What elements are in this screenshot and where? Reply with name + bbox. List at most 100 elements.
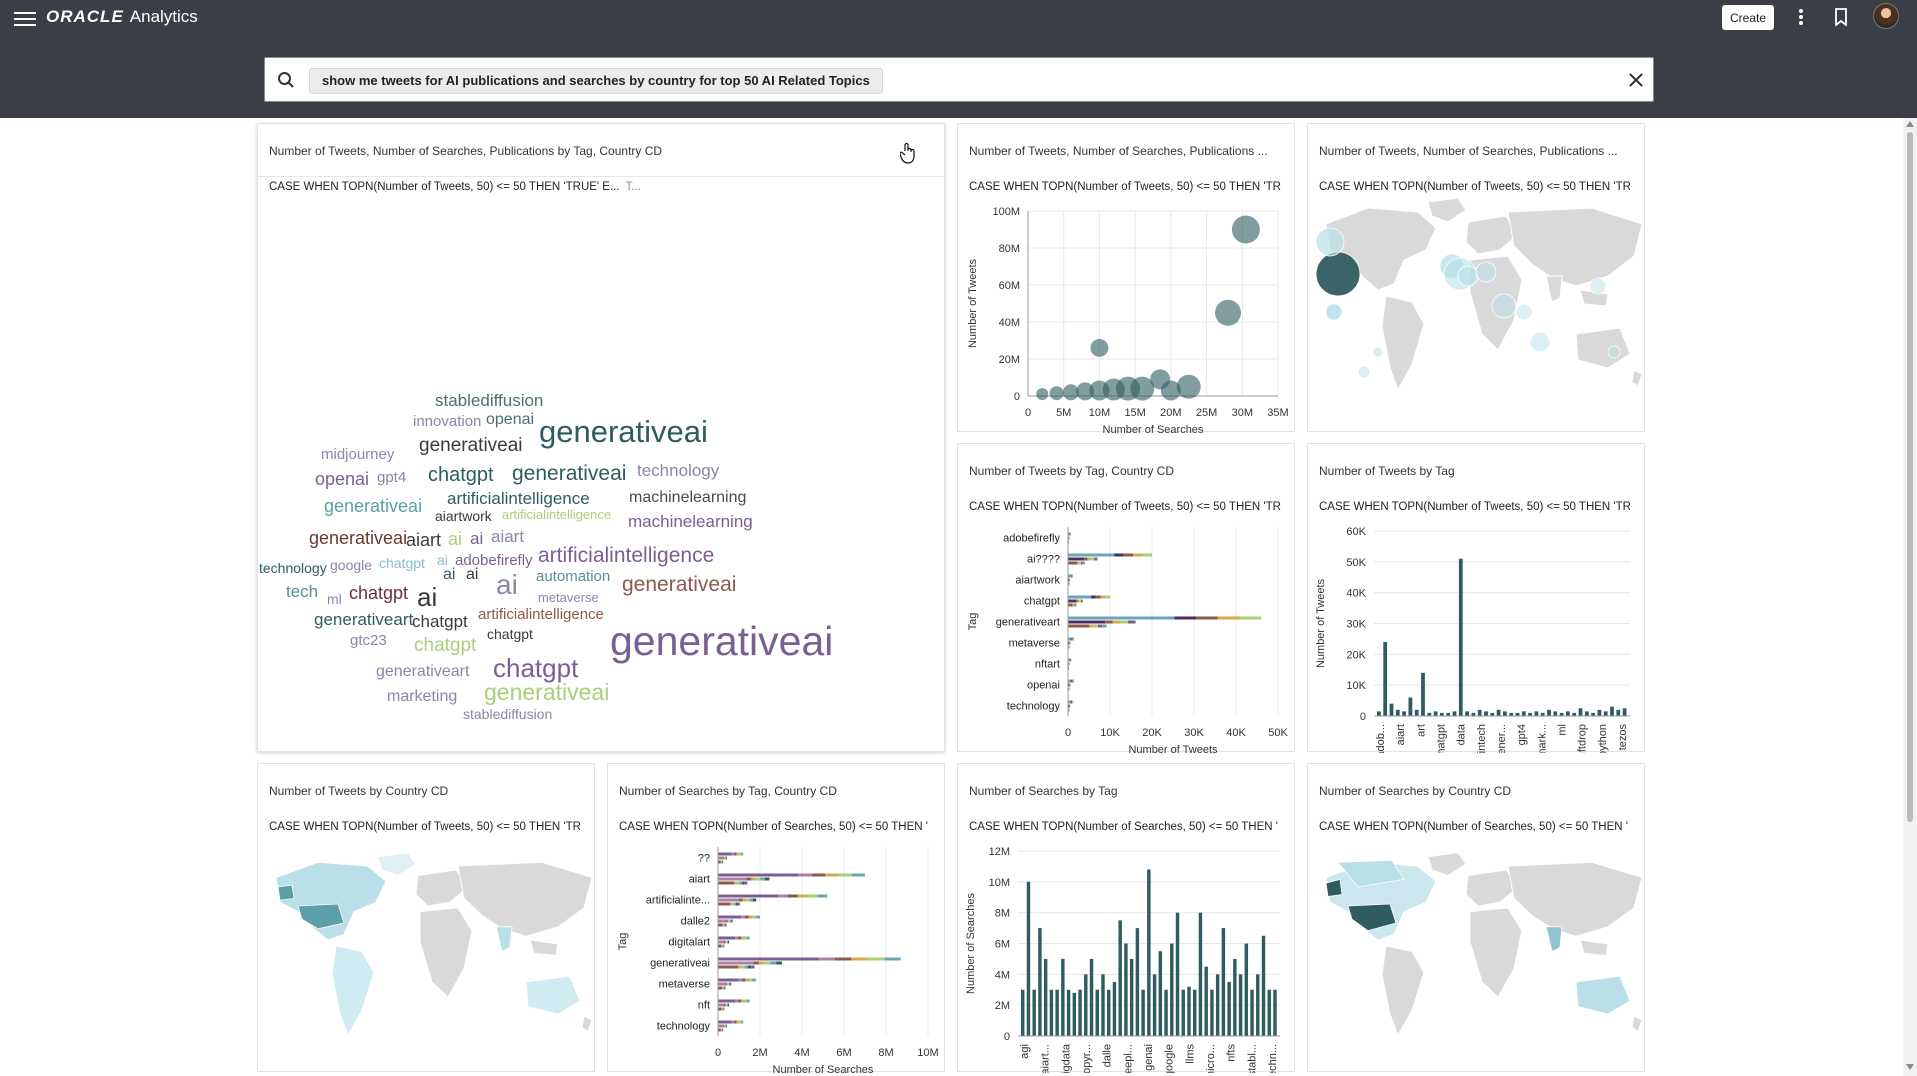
word-cloud-word[interactable]: ai (470, 529, 484, 548)
y-tick-label: 60K (1346, 526, 1366, 538)
word-cloud-word[interactable]: ai (443, 566, 456, 583)
create-button[interactable]: Create (1722, 5, 1774, 30)
word-cloud-word[interactable]: google (330, 557, 373, 573)
bar (1055, 989, 1059, 1036)
bar (1210, 989, 1214, 1036)
word-cloud-word[interactable]: innovation (413, 413, 482, 430)
word-cloud-word[interactable]: generativeai (484, 679, 610, 705)
search-query-chip[interactable]: show me tweets for AI publications and s… (309, 68, 883, 94)
scroll-up-arrow-icon[interactable] (1906, 121, 1914, 127)
word-cloud-word[interactable]: generativeai (309, 528, 408, 548)
word-cloud-word[interactable]: generativeai (539, 414, 708, 449)
bar-segment (727, 940, 729, 944)
search-bar[interactable]: show me tweets for AI publications and s… (264, 57, 1654, 102)
scrollbar-thumb[interactable] (1907, 132, 1913, 822)
word-cloud-word[interactable]: adobefirefly (455, 552, 533, 569)
bar-segment (722, 1007, 723, 1011)
word-cloud-word[interactable]: ai (466, 566, 479, 583)
x-tick-label: google (1164, 1044, 1176, 1073)
word-cloud-word[interactable]: chatgpt (379, 555, 425, 571)
tile-tweets-by-tag[interactable]: Number of Tweets by Tag CASE WHEN TOPN(N… (1307, 443, 1645, 753)
word-cloud-word[interactable]: marketing (387, 688, 458, 705)
tile-searches-by-country[interactable]: Number of Searches by Country CD CASE WH… (1307, 763, 1645, 1072)
world-map-bubbles[interactable] (1308, 194, 1646, 430)
y-tick-label: aiart (689, 874, 710, 886)
tile-map-top[interactable]: Number of Tweets, Number of Searches, Pu… (1307, 123, 1645, 432)
tile-tweets-by-country[interactable]: Number of Tweets by Country CD CASE WHEN… (257, 763, 595, 1072)
bar-segment (1071, 700, 1073, 704)
user-avatar[interactable] (1873, 3, 1899, 29)
word-cloud-word[interactable]: openai (315, 469, 370, 489)
word-cloud-word[interactable]: artificialintelligence (447, 489, 590, 508)
bar-segment (798, 873, 813, 877)
word-cloud-word[interactable]: chatgpt (487, 626, 533, 642)
word-cloud-word[interactable]: artificialintelligence (538, 544, 715, 567)
word-cloud-word[interactable]: ai (448, 529, 463, 549)
word-cloud-word[interactable]: chatgpt (493, 653, 579, 683)
scroll-down-arrow-icon[interactable] (1906, 1064, 1914, 1070)
bar-segment (1072, 700, 1073, 704)
tile-tweets-by-tag-country[interactable]: Number of Tweets by Tag, Country CD CASE… (957, 443, 1295, 753)
tile-scatter-plot[interactable]: Number of Tweets, Number of Searches, Pu… (957, 123, 1295, 433)
clear-search-icon[interactable] (1627, 71, 1645, 89)
word-cloud-word[interactable]: ai (496, 569, 518, 600)
word-cloud-word[interactable]: artificialintelligence (502, 507, 612, 522)
bar (1566, 711, 1570, 716)
tile-word-cloud[interactable]: Number of Tweets, Number of Searches, Pu… (257, 123, 946, 752)
word-cloud-word[interactable]: tech (286, 582, 319, 601)
word-cloud-word[interactable]: midjourney (321, 446, 395, 463)
word-cloud-word[interactable]: generativeai (512, 462, 627, 485)
hamburger-menu-icon[interactable] (14, 8, 36, 28)
word-cloud-word[interactable]: generativeart (314, 610, 414, 629)
word-cloud-word[interactable]: chatgpt (414, 635, 477, 656)
y-tick-label: nft (698, 1000, 710, 1012)
word-cloud-word[interactable]: chatgpt (349, 583, 409, 603)
bookmark-icon[interactable] (1834, 8, 1848, 26)
bar-segment (734, 852, 737, 856)
tile-searches-by-tag-country[interactable]: Number of Searches by Tag, Country CD CA… (607, 763, 945, 1073)
bar-segment (778, 894, 788, 898)
map-country-sa (1381, 945, 1425, 1037)
word-cloud-word[interactable]: generativeai (610, 618, 834, 664)
word-cloud-word[interactable]: generativeai (419, 435, 523, 456)
y-tick-label: 100M (992, 206, 1020, 218)
bar (1089, 958, 1094, 1036)
word-cloud-word[interactable]: generativeart (376, 663, 470, 680)
map-bubble (1315, 227, 1345, 257)
vertical-scrollbar[interactable] (1903, 118, 1917, 1076)
word-cloud-word[interactable]: chatgpt (428, 464, 494, 486)
word-cloud-word[interactable]: automation (536, 568, 611, 585)
word-cloud-word[interactable]: gpt4 (377, 469, 407, 486)
word-cloud-word[interactable]: gtc23 (350, 632, 387, 649)
filter-more[interactable]: T... (625, 181, 641, 193)
word-cloud-word[interactable]: stablediffusion (463, 706, 553, 722)
word-cloud-word[interactable]: machinelearning (628, 512, 753, 531)
world-map-choropleth[interactable] (258, 849, 596, 1073)
bar-segment (718, 957, 819, 961)
world-map-choropleth[interactable] (1308, 849, 1646, 1073)
tile-searches-by-tag[interactable]: Number of Searches by Tag CASE WHEN TOPN… (957, 763, 1295, 1073)
word-cloud-word[interactable]: generativeai (622, 573, 737, 596)
y-tick-label: 20K (1346, 649, 1366, 661)
bar-segment (722, 986, 724, 990)
tile-title: Number of Tweets, Number of Searches, Pu… (1319, 144, 1618, 158)
y-tick-label: technology (1007, 701, 1061, 713)
word-cloud-word[interactable]: aiartwork (435, 508, 492, 524)
more-options-icon[interactable] (1796, 7, 1806, 27)
word-cloud-word[interactable]: generativeai (324, 496, 423, 516)
search-icon[interactable] (277, 71, 295, 89)
word-cloud-word[interactable]: openai (486, 411, 535, 428)
word-cloud-word[interactable]: ml (327, 591, 342, 607)
word-cloud-word[interactable]: ai (437, 552, 448, 568)
word-cloud-word[interactable]: artificialintelligence (478, 606, 604, 623)
bar-segment (1068, 700, 1072, 704)
word-cloud-word[interactable]: technology (637, 461, 720, 480)
word-cloud-word[interactable]: chatgpt (412, 612, 468, 631)
word-cloud-word[interactable]: aiart (491, 527, 525, 546)
word-cloud-word[interactable]: aiart (406, 530, 442, 550)
word-cloud-word[interactable]: metaverse (538, 590, 599, 605)
word-cloud-word[interactable]: technology (259, 560, 327, 576)
word-cloud-word[interactable]: ai (417, 582, 438, 612)
word-cloud-word[interactable]: stablediffusion (435, 391, 544, 410)
word-cloud-word[interactable]: machinelearning (629, 489, 747, 506)
